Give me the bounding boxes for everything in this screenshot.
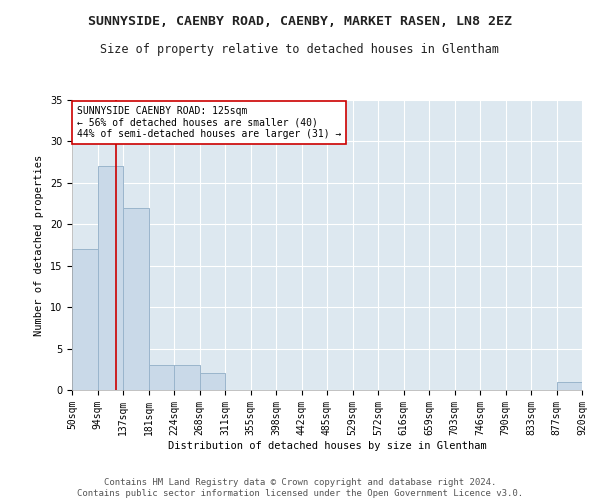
Bar <box>149 365 174 390</box>
Bar <box>557 382 582 390</box>
Text: SUNNYSIDE, CAENBY ROAD, CAENBY, MARKET RASEN, LN8 2EZ: SUNNYSIDE, CAENBY ROAD, CAENBY, MARKET R… <box>88 15 512 28</box>
Y-axis label: Number of detached properties: Number of detached properties <box>34 154 44 336</box>
Text: Contains HM Land Registry data © Crown copyright and database right 2024.
Contai: Contains HM Land Registry data © Crown c… <box>77 478 523 498</box>
Bar <box>200 374 225 390</box>
Bar <box>72 249 98 390</box>
Text: Size of property relative to detached houses in Glentham: Size of property relative to detached ho… <box>101 42 499 56</box>
Bar <box>98 166 123 390</box>
X-axis label: Distribution of detached houses by size in Glentham: Distribution of detached houses by size … <box>167 440 487 450</box>
Bar <box>174 365 200 390</box>
Bar <box>123 208 149 390</box>
Text: SUNNYSIDE CAENBY ROAD: 125sqm
← 56% of detached houses are smaller (40)
44% of s: SUNNYSIDE CAENBY ROAD: 125sqm ← 56% of d… <box>77 106 341 139</box>
